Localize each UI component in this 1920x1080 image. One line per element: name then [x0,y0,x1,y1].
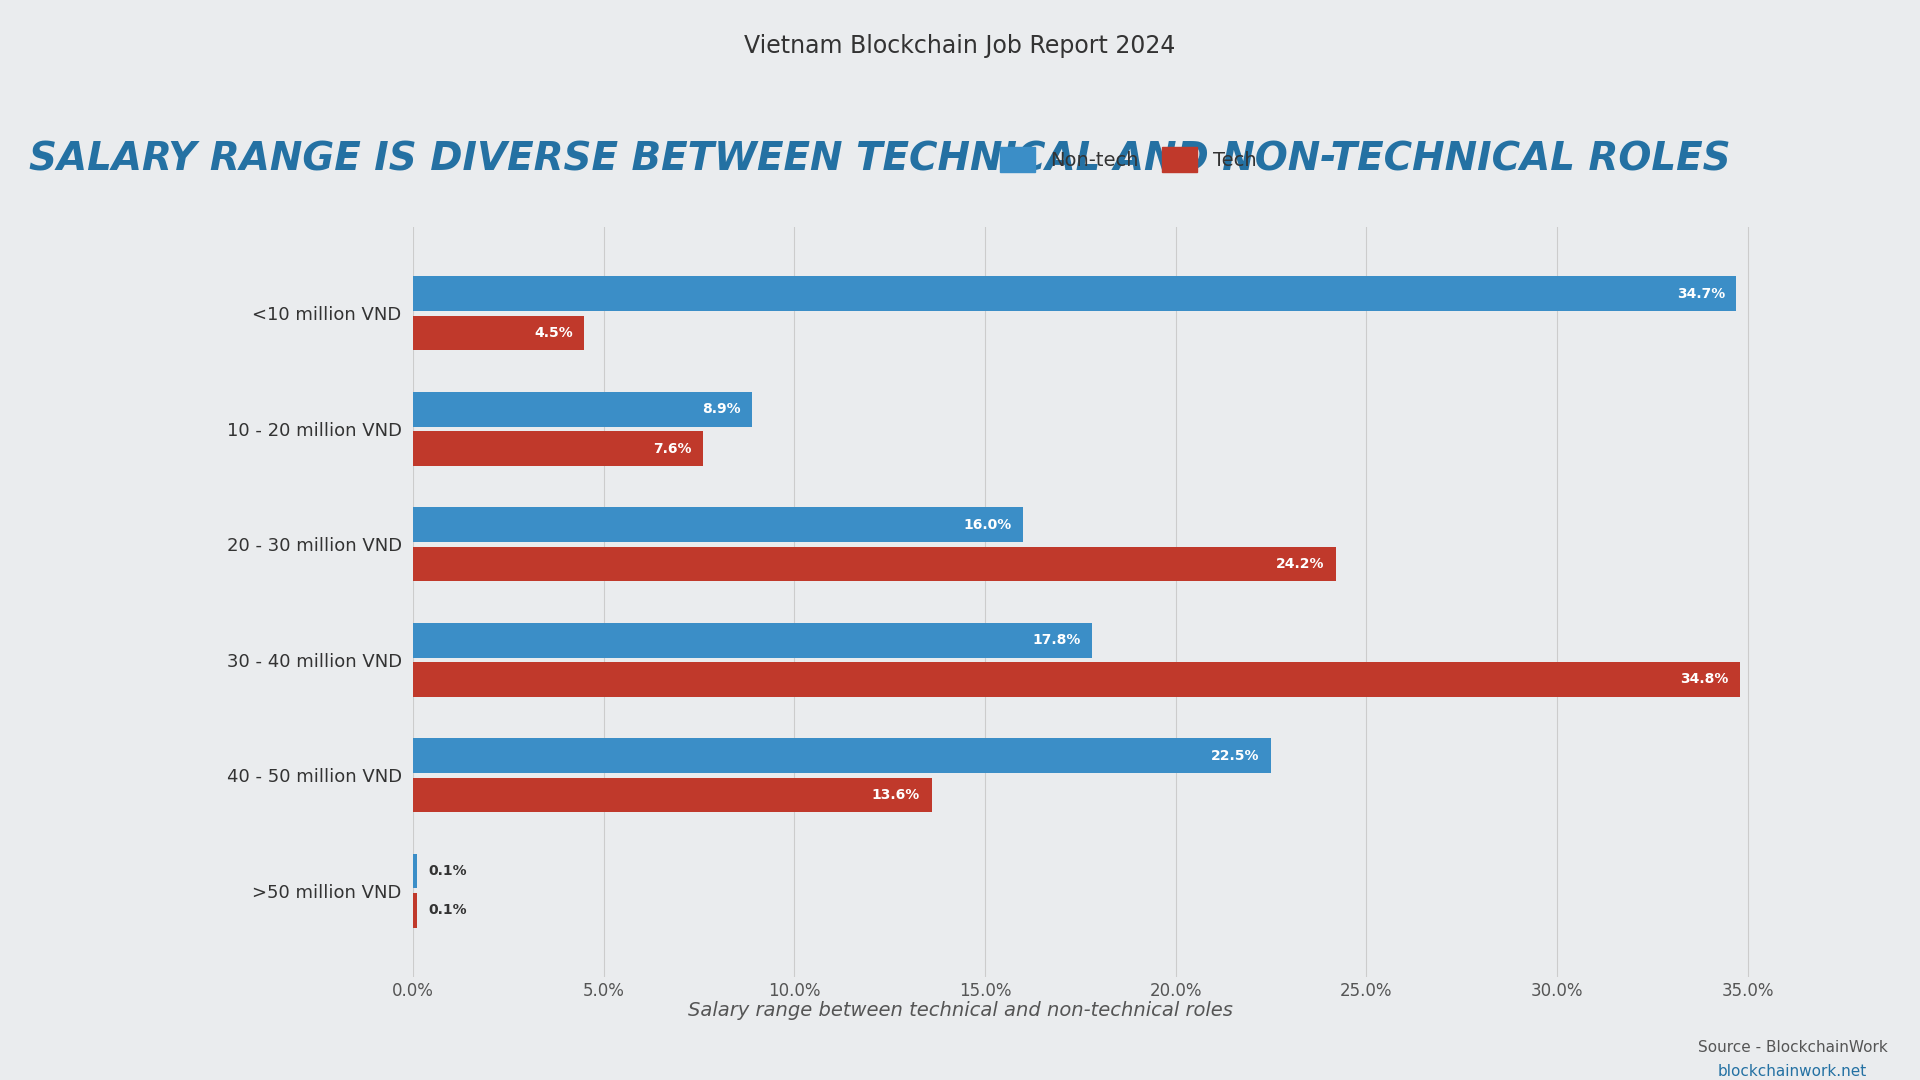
Text: 0.1%: 0.1% [428,904,467,917]
Text: 34.8%: 34.8% [1680,673,1728,687]
Text: 22.5%: 22.5% [1212,748,1260,762]
Text: 17.8%: 17.8% [1031,633,1081,647]
Text: 0.1%: 0.1% [428,864,467,878]
Bar [413,546,1336,581]
Bar [413,778,931,812]
Text: 8.9%: 8.9% [703,402,741,416]
Text: SALARY RANGE IS DIVERSE BETWEEN TECHNICAL AND NON-TECHNICAL ROLES: SALARY RANGE IS DIVERSE BETWEEN TECHNICA… [29,141,1730,179]
Bar [413,739,1271,773]
Text: 34.7%: 34.7% [1676,287,1724,300]
Bar [413,431,703,465]
Text: 7.6%: 7.6% [653,442,691,456]
Text: blockchainwork.net: blockchainwork.net [1718,1064,1868,1079]
Bar [413,662,1740,697]
Text: 13.6%: 13.6% [872,788,920,802]
Bar [413,276,1736,311]
Bar [413,392,753,427]
Bar [413,508,1023,542]
Bar [413,315,584,350]
Legend: Non-tech, Tech: Non-tech, Tech [993,139,1263,179]
Text: Salary range between technical and non-technical roles: Salary range between technical and non-t… [687,1001,1233,1021]
Bar [413,623,1092,658]
Text: 16.0%: 16.0% [964,517,1012,531]
Text: Vietnam Blockchain Job Report 2024: Vietnam Blockchain Job Report 2024 [745,35,1175,58]
Text: Source - BlockchainWork: Source - BlockchainWork [1697,1040,1887,1055]
Text: 24.2%: 24.2% [1277,557,1325,571]
Text: 4.5%: 4.5% [534,326,572,340]
Bar [413,893,417,928]
Bar [413,854,417,889]
